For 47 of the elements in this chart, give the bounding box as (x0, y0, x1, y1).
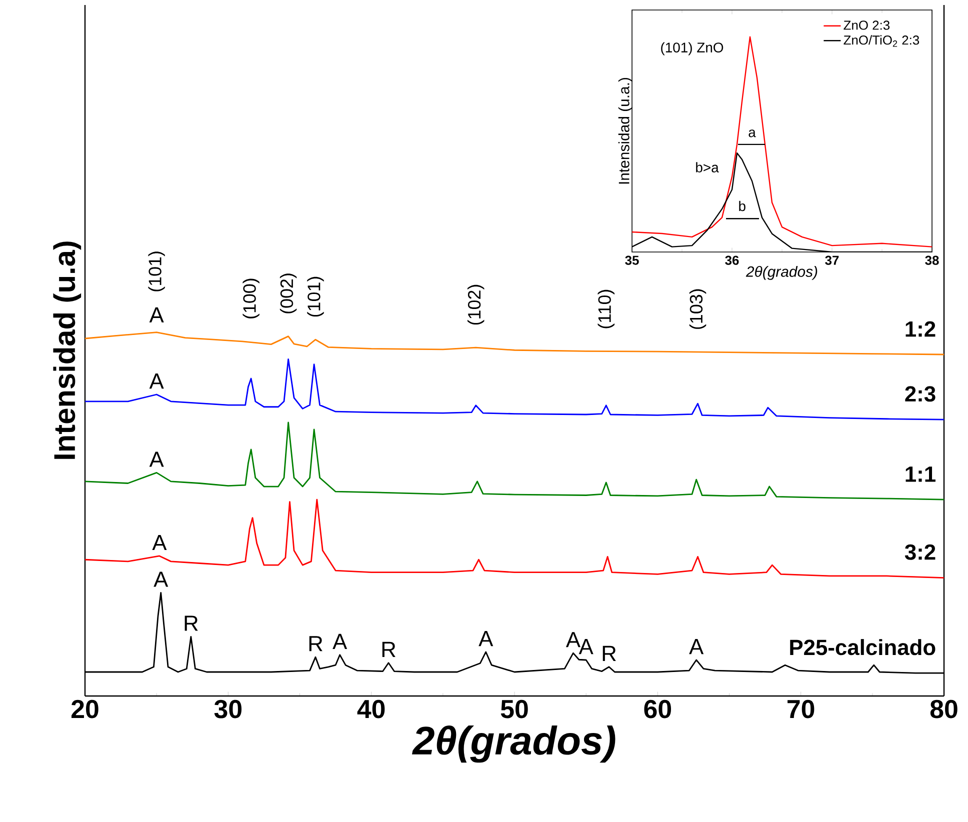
annotation: R (184, 616, 198, 631)
series-label: 1:1 (906, 466, 936, 482)
legend-label: ZnO/TiO$_{2}$ 2:3 (844, 35, 920, 47)
x-tick-label: 80 (930, 700, 958, 718)
annotation: A (149, 452, 164, 467)
series-label: 3:2 (904, 544, 936, 560)
annotation: (100) (242, 278, 260, 318)
annotation: A (332, 634, 348, 649)
annotation: A (566, 632, 580, 648)
series-label: 1:2 (906, 321, 936, 337)
x-axis-title: 2θ(grados) (746, 266, 818, 280)
annotation: A (689, 639, 704, 654)
x-tick-label: 60 (644, 700, 672, 718)
annotation: (101) ZnO (661, 42, 724, 56)
annotation: (101) (307, 276, 324, 317)
x-tick-label: 50 (500, 700, 528, 718)
x-tick-label: 30 (214, 700, 242, 718)
annotation: R (602, 646, 616, 661)
annotation: A (154, 572, 168, 587)
annotation: A (149, 307, 164, 322)
x-tick-label: 40 (357, 700, 385, 718)
annotation: b>a (696, 162, 719, 172)
x-tick-label: 36 (725, 256, 739, 265)
annotation: (101) (148, 252, 165, 292)
x-tick-label: 35 (625, 256, 639, 265)
annotation: a (748, 130, 756, 138)
annotation: A (478, 630, 494, 646)
annotation: (110) (598, 290, 614, 328)
legend-label: ZnO 2:3 (844, 20, 890, 30)
annotation: (102) (467, 284, 484, 325)
y-axis-title: Intensidad (u.a) (53, 242, 82, 459)
annotation: A (152, 534, 167, 550)
y-axis-title: Intensidad (u.a.) (618, 78, 632, 184)
series-label: P25-calcinado (790, 639, 936, 656)
annotation: R (309, 636, 322, 652)
annotation: b (739, 200, 746, 212)
annotation: (002) (280, 274, 297, 314)
series-label: 2:3 (905, 386, 936, 402)
annotation: A (149, 374, 164, 389)
x-tick-label: 37 (825, 256, 839, 265)
x-tick-label: 38 (925, 256, 939, 265)
x-tick-label: 70 (788, 700, 814, 718)
annotation: (103) (689, 289, 706, 329)
x-tick-label: 20 (71, 700, 98, 718)
annotation: R (382, 642, 396, 657)
x-axis-title: 2θ(grados) (412, 726, 616, 763)
annotation: A (578, 639, 594, 654)
